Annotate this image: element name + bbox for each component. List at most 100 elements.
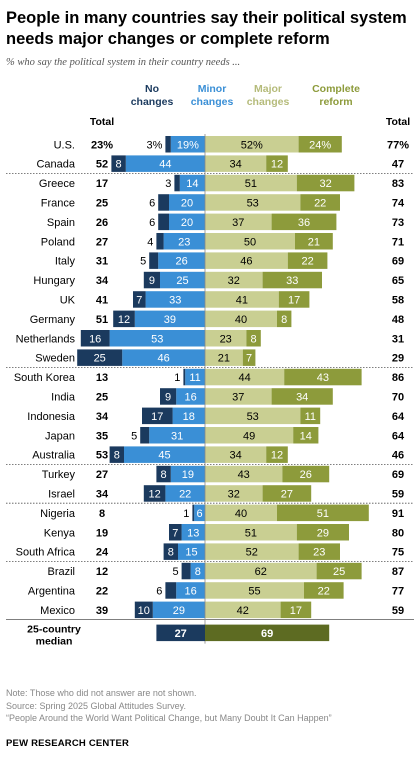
bar-label-minor-changes: 16 [184, 585, 196, 597]
bar-no-changes [163, 543, 178, 560]
bar-no-changes [134, 601, 153, 619]
total-left-value: 51 [96, 314, 108, 326]
bar-label-major-changes: 37 [232, 391, 244, 403]
bar-major-changes [205, 601, 281, 619]
bar-minor-changes [170, 465, 205, 483]
bar-complete-reform [295, 233, 333, 250]
bar-label-complete-reform: 12 [271, 159, 283, 171]
total-left-value: 31 [96, 256, 108, 268]
bar-label-complete-reform: 36 [298, 217, 310, 229]
bar-label-minor-changes: 20 [181, 217, 193, 229]
bar-label-major-changes: 23 [220, 333, 232, 345]
total-left-value: 27 [96, 469, 108, 481]
bar-label-no-changes: 6 [156, 585, 162, 597]
bar-label-major-changes: 41 [236, 294, 248, 306]
total-left-value: 35 [96, 430, 108, 442]
bar-label-major-changes: 40 [235, 314, 247, 326]
bar-no-changes [143, 271, 160, 289]
bar-major-changes [205, 291, 279, 308]
country-label: Sweden [35, 353, 75, 365]
total-right-value: 31 [392, 333, 404, 345]
bar-no-changes [181, 562, 191, 580]
bar-label-no-changes: 5 [131, 430, 137, 442]
bar-no-changes [77, 349, 123, 366]
bar-major-changes [205, 427, 294, 444]
bar-label-no-changes: 25 [94, 353, 106, 365]
total-left-value: 34 [96, 488, 109, 500]
country-label: Indonesia [27, 411, 76, 423]
total-right-value: 59 [392, 488, 404, 500]
bar-label-minor-changes: 31 [171, 430, 183, 442]
bar-label-no-changes: 4 [147, 236, 153, 248]
total-right-value: 64 [392, 430, 405, 442]
bar-label-complete-reform: 29 [317, 527, 329, 539]
bar-label-minor-changes: 22 [179, 488, 191, 500]
bar-label-minor-changes: 46 [157, 353, 169, 365]
bar-minor-changes [122, 349, 205, 366]
bar-label-major-changes: 46 [240, 256, 252, 268]
bar-major-changes [205, 388, 272, 405]
footer-note: Note: Those who did not answer are not s… [6, 688, 197, 698]
bar-no-changes [174, 174, 180, 192]
total-right-value: 75 [392, 547, 404, 559]
total-left-value: 53 [96, 450, 108, 462]
country-label: Hungary [33, 275, 75, 287]
total-right-value: 73 [392, 217, 404, 229]
total-left-value: 41 [96, 294, 108, 306]
bar-complete-reform [280, 601, 312, 619]
bar-label-no-changes: 9 [149, 275, 155, 287]
bar-label-complete-reform: 33 [286, 275, 298, 287]
country-label: Germany [30, 314, 76, 326]
bar-label-complete-reform: 22 [301, 256, 313, 268]
bar-label-no-changes: 8 [161, 469, 167, 481]
bar-no-changes [142, 407, 173, 425]
bar-label-no-changes: 16 [89, 333, 101, 345]
total-left-value: 25 [96, 391, 108, 403]
bar-major-changes [205, 310, 277, 328]
bar-minor-changes [134, 310, 205, 328]
total-right-value: 64 [392, 411, 405, 423]
bar-label-no-changes: 17 [151, 411, 163, 423]
total-right-value: 87 [392, 566, 404, 578]
bar-label-complete-reform: 27 [281, 488, 293, 500]
bar-label-no-changes: 6 [149, 217, 155, 229]
chart-footer: Note: Those who did not answer are not s… [6, 687, 332, 725]
bar-label-complete-reform: 43 [317, 372, 329, 384]
bar-label-no-changes: 7 [136, 294, 142, 306]
bar-minor-changes [165, 485, 205, 502]
bar-complete-reform [242, 349, 256, 366]
total-right-header: Total [386, 116, 410, 128]
bar-complete-reform [298, 136, 342, 153]
bar-label-complete-reform: 7 [246, 353, 252, 365]
bar-label-minor-changes: 6 [197, 508, 203, 520]
bar-minor-changes [149, 427, 205, 444]
bar-label-no-changes: 7 [172, 527, 178, 539]
legend-minor: Minor changes [191, 83, 234, 108]
total-left-header: Total [90, 116, 114, 128]
bar-no-changes [169, 524, 182, 541]
bar-label-major-changes: 42 [237, 605, 249, 617]
bar-no-changes [149, 252, 159, 269]
bar-label-major-changes: 34 [229, 159, 241, 171]
bar-major-changes [205, 543, 299, 560]
bar-label-minor-changes: 16 [184, 391, 196, 403]
country-label: Argentina [28, 585, 76, 597]
total-left-value: 22 [96, 585, 108, 597]
bar-major-changes [205, 407, 301, 425]
bar-major-changes [205, 349, 243, 366]
bar-minor-changes [158, 252, 205, 269]
bar-label-no-changes: 1 [183, 508, 189, 520]
bar-complete-reform [266, 155, 288, 172]
chart-subtitle: % who say the political system in their … [6, 57, 241, 68]
country-label: Netherlands [16, 333, 76, 345]
diverging-bar-chart: No changes Minor changes Major changes Complet… [6, 83, 414, 648]
bar-label-minor-changes: 18 [183, 411, 195, 423]
bar-minor-changes [179, 174, 205, 192]
bar-minor-changes [172, 407, 205, 425]
bar-label-complete-reform: 22 [318, 585, 330, 597]
median-label-line1: 25-country [27, 624, 81, 636]
bar-label-no-changes: 10 [138, 605, 150, 617]
bar-major-changes [205, 155, 267, 172]
country-label: Poland [41, 236, 75, 248]
bar-label-complete-reform: 21 [308, 236, 320, 248]
